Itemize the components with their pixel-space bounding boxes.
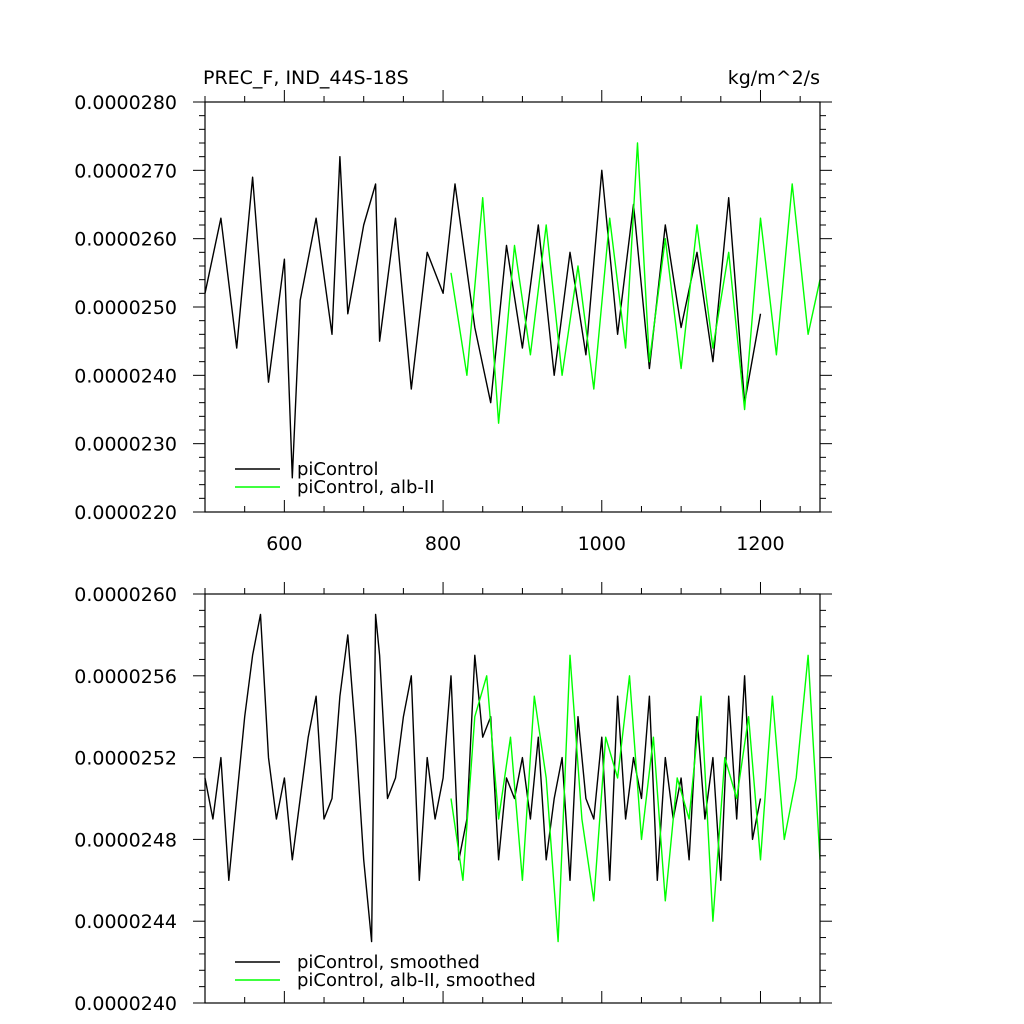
legend-label-alb-ii: piControl, alb-II (297, 477, 435, 498)
plot-frame (204, 593, 821, 1004)
legend-label-pi-control: piControl, smoothed (297, 952, 480, 973)
y-tick-label: 0.0000256 (74, 666, 177, 688)
y-tick-label: 0.0000248 (74, 829, 177, 851)
x-tick-label: 1000 (578, 533, 626, 555)
y-tick-label: 0.0000240 (74, 365, 177, 387)
chart-title: PREC_F, IND_44S-18S (203, 67, 409, 89)
legend-label-pi-control: piControl (297, 459, 379, 480)
y-tick-label: 0.0000270 (74, 160, 177, 182)
top-panel: PREC_F, IND_44S-18S kg/m^2/s 600 800 1000 1… (74, 67, 832, 555)
y-tick-label: 0.0000260 (74, 584, 177, 606)
x-tick-label: 600 (266, 533, 302, 555)
chart-units: kg/m^2/s (728, 67, 820, 89)
y-tick-label: 0.0000244 (74, 911, 177, 933)
series-line-alb-ii (450, 654, 821, 943)
series-line-pi-control (204, 613, 762, 943)
y-tick-label: 0.0000250 (74, 297, 177, 319)
series-line-pi-control (204, 155, 762, 479)
y-tick-label: 0.0000260 (74, 229, 177, 251)
y-tick-label: 0.0000240 (74, 993, 177, 1015)
y-tick-label: 0.0000280 (74, 92, 177, 114)
bottom-panel: 0.0000240 0.0000244 0.0000248 0.0000252 0.00… (74, 582, 832, 1015)
legend-label-alb-ii: piControl, alb-II, smoothed (297, 970, 536, 991)
y-tick-label: 0.0000220 (74, 502, 177, 524)
x-tick-label: 800 (425, 533, 461, 555)
series-line-alb-ii (450, 142, 821, 424)
plot-frame (204, 101, 821, 513)
y-tick-label: 0.0000230 (74, 434, 177, 456)
x-tick-label: 1200 (736, 533, 784, 555)
y-tick-label: 0.0000252 (74, 748, 177, 770)
